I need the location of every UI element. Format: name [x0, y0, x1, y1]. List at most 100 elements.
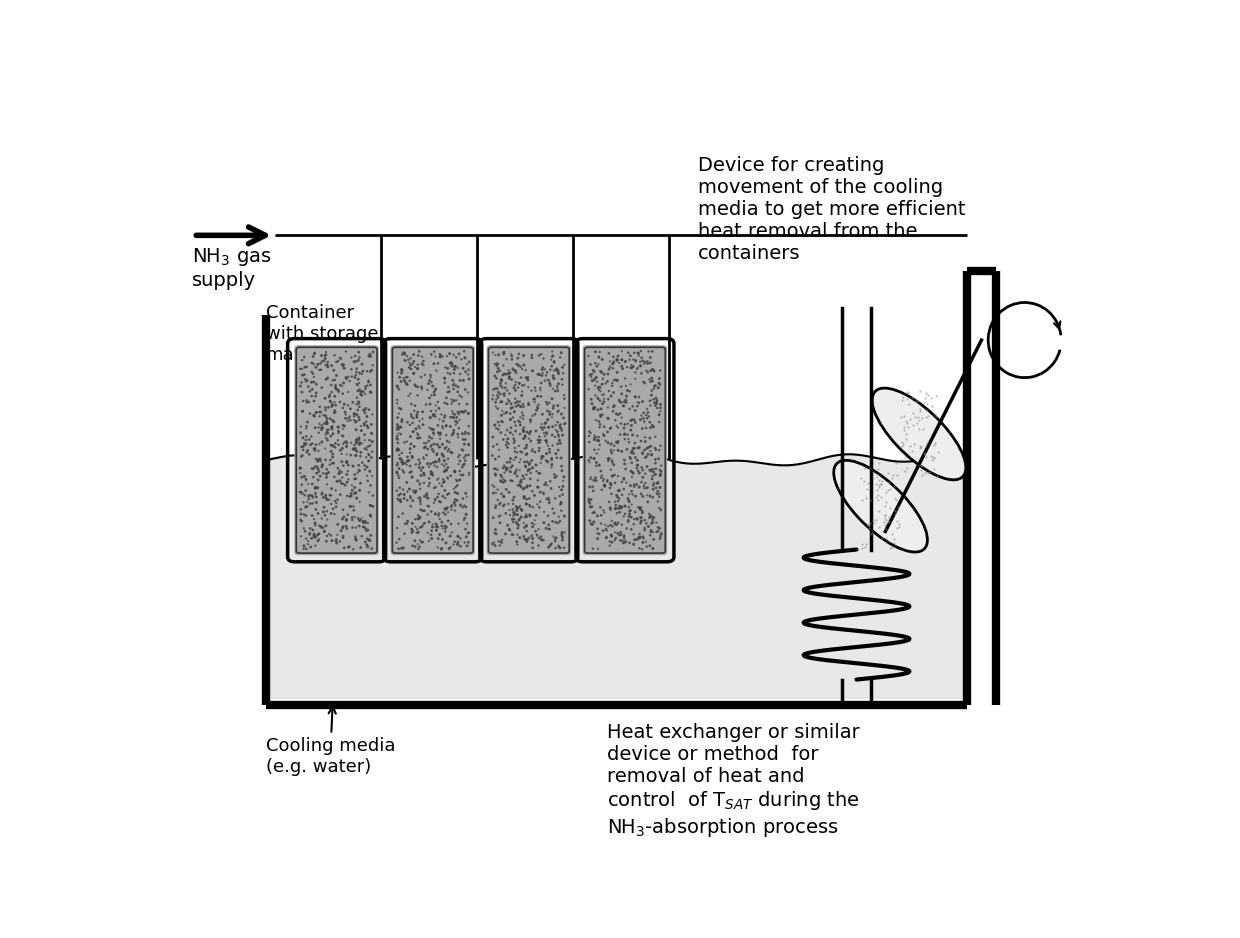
Point	[552, 371, 572, 386]
Point	[892, 434, 911, 449]
Point	[630, 541, 650, 556]
Point	[644, 477, 663, 492]
Point	[310, 400, 330, 415]
Point	[290, 379, 310, 394]
Point	[500, 455, 520, 470]
Point	[362, 407, 382, 422]
Point	[621, 357, 641, 372]
Point	[910, 440, 930, 455]
Point	[492, 368, 512, 383]
Point	[542, 457, 562, 472]
Point	[585, 356, 605, 371]
Point	[332, 401, 352, 416]
Point	[303, 490, 322, 505]
Point	[508, 477, 528, 492]
Point	[595, 376, 615, 391]
Point	[507, 517, 527, 532]
Point	[443, 410, 463, 425]
Point	[529, 441, 549, 456]
Point	[543, 514, 563, 529]
Point	[458, 538, 477, 553]
Point	[626, 489, 646, 504]
Point	[486, 381, 506, 396]
Point	[322, 427, 342, 442]
Point	[343, 459, 363, 474]
Point	[393, 540, 413, 555]
Point	[624, 446, 644, 461]
Point	[508, 521, 528, 536]
Point	[582, 492, 601, 507]
Point	[303, 477, 322, 492]
Point	[350, 519, 370, 534]
Point	[455, 535, 475, 550]
Point	[548, 366, 568, 381]
Point	[505, 378, 525, 393]
Point	[911, 468, 931, 483]
Point	[622, 469, 642, 484]
Point	[611, 379, 631, 394]
Point	[324, 363, 343, 378]
Point	[603, 535, 622, 550]
Point	[454, 437, 474, 452]
Point	[625, 412, 645, 427]
Point	[322, 456, 342, 471]
Point	[489, 390, 508, 405]
Point	[454, 512, 474, 527]
Point	[335, 418, 355, 433]
Point	[412, 535, 432, 550]
Point	[454, 405, 474, 420]
Point	[419, 420, 439, 435]
Point	[604, 349, 624, 364]
Point	[397, 475, 417, 490]
Point	[587, 374, 606, 389]
Point	[510, 415, 529, 430]
Point	[420, 439, 440, 454]
Point	[387, 396, 407, 411]
Point	[352, 388, 372, 403]
Point	[484, 510, 503, 525]
Point	[403, 538, 423, 553]
Point	[508, 346, 528, 361]
Point	[644, 381, 663, 396]
Point	[430, 431, 450, 446]
Point	[498, 436, 518, 451]
Point	[436, 463, 456, 478]
Point	[542, 358, 562, 373]
Point	[583, 401, 603, 416]
Point	[342, 520, 362, 535]
Point	[311, 420, 331, 435]
Point	[533, 351, 553, 366]
Point	[554, 508, 574, 523]
Point	[330, 463, 350, 478]
Point	[496, 462, 516, 477]
Point	[624, 359, 644, 374]
Point	[604, 457, 624, 472]
Point	[616, 354, 636, 369]
Point	[523, 540, 543, 555]
Point	[609, 393, 629, 408]
Point	[436, 428, 456, 443]
Point	[541, 474, 560, 489]
Point	[317, 413, 337, 428]
Point	[552, 459, 572, 474]
Point	[538, 412, 558, 427]
Point	[529, 435, 549, 450]
Point	[350, 483, 370, 498]
Point	[852, 471, 872, 486]
Point	[419, 460, 439, 475]
Point	[594, 428, 614, 443]
Point	[337, 475, 357, 490]
Point	[414, 467, 434, 482]
Point	[579, 348, 599, 363]
Point	[436, 439, 456, 454]
Point	[428, 473, 448, 488]
Point	[389, 447, 409, 462]
Point	[502, 401, 522, 416]
Point	[343, 499, 363, 514]
Point	[650, 462, 670, 477]
Point	[304, 393, 324, 408]
Point	[414, 465, 434, 480]
Point	[299, 489, 319, 504]
Point	[631, 500, 651, 515]
Point	[458, 356, 477, 371]
